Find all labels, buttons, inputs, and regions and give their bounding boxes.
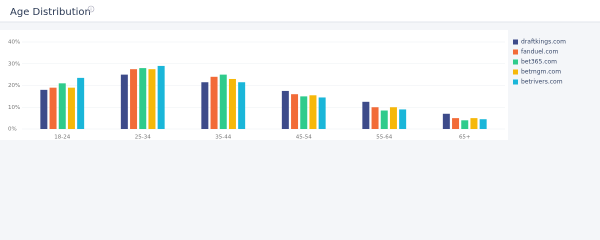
bar [201,82,209,129]
chart-title: Age Distribution [10,7,91,18]
bar [389,107,397,129]
bar [362,101,370,129]
bar [130,69,138,129]
bar [228,78,236,129]
bar [148,69,156,129]
y-tick-label: 40% [8,40,20,46]
y-tick-label: 10% [8,105,20,111]
page: {"chart_data": {"type": "bar", "title": … [0,0,600,141]
x-tick-label: 65+ [459,135,471,141]
legend-swatch [513,69,518,75]
header [0,0,600,22]
x-tick-label: 35-44 [215,135,231,141]
bar [309,95,317,129]
y-tick-label: 30% [8,61,20,67]
chart: Age Distribution 0% 10% 20% 30% 40% 18-24 25-3… [0,0,600,141]
bar [442,113,450,129]
bar [399,109,407,129]
bar [77,77,85,129]
legend-swatch [513,39,518,45]
y-tick-label: 20% [8,83,20,89]
bar [219,74,227,129]
bar [120,74,128,129]
legend-label: betrivers.com [521,79,563,86]
bar [49,87,57,129]
bar [281,90,289,129]
bar [479,119,487,129]
bar [380,110,388,129]
bar [210,76,218,129]
bar [67,87,75,129]
bar [238,82,246,129]
bar [470,118,478,129]
y-tick-label: 0% [8,127,17,133]
legend-label: fanduel.com [521,49,558,56]
legend-swatch [513,59,518,65]
bar [371,107,379,129]
legend-label: betmgm.com [521,69,561,76]
legend-swatch [513,49,518,55]
info-icon[interactable] [87,5,95,13]
x-tick-label: 45-54 [296,135,312,141]
x-tick-label: 18-24 [54,135,70,141]
bar [300,96,308,129]
chart-panel [0,30,508,140]
bar [318,97,326,129]
bar [40,89,48,129]
bar [461,120,469,129]
legend-label: draftkings.com [521,39,566,46]
bar [157,65,165,129]
bar [139,68,147,129]
bar [452,118,460,129]
x-tick-label: 55-64 [376,135,392,141]
bar [58,83,66,129]
x-tick-label: 25-34 [135,135,151,141]
legend-label: bet365.com [521,59,557,66]
bar [291,94,299,129]
legend-swatch [513,79,518,85]
